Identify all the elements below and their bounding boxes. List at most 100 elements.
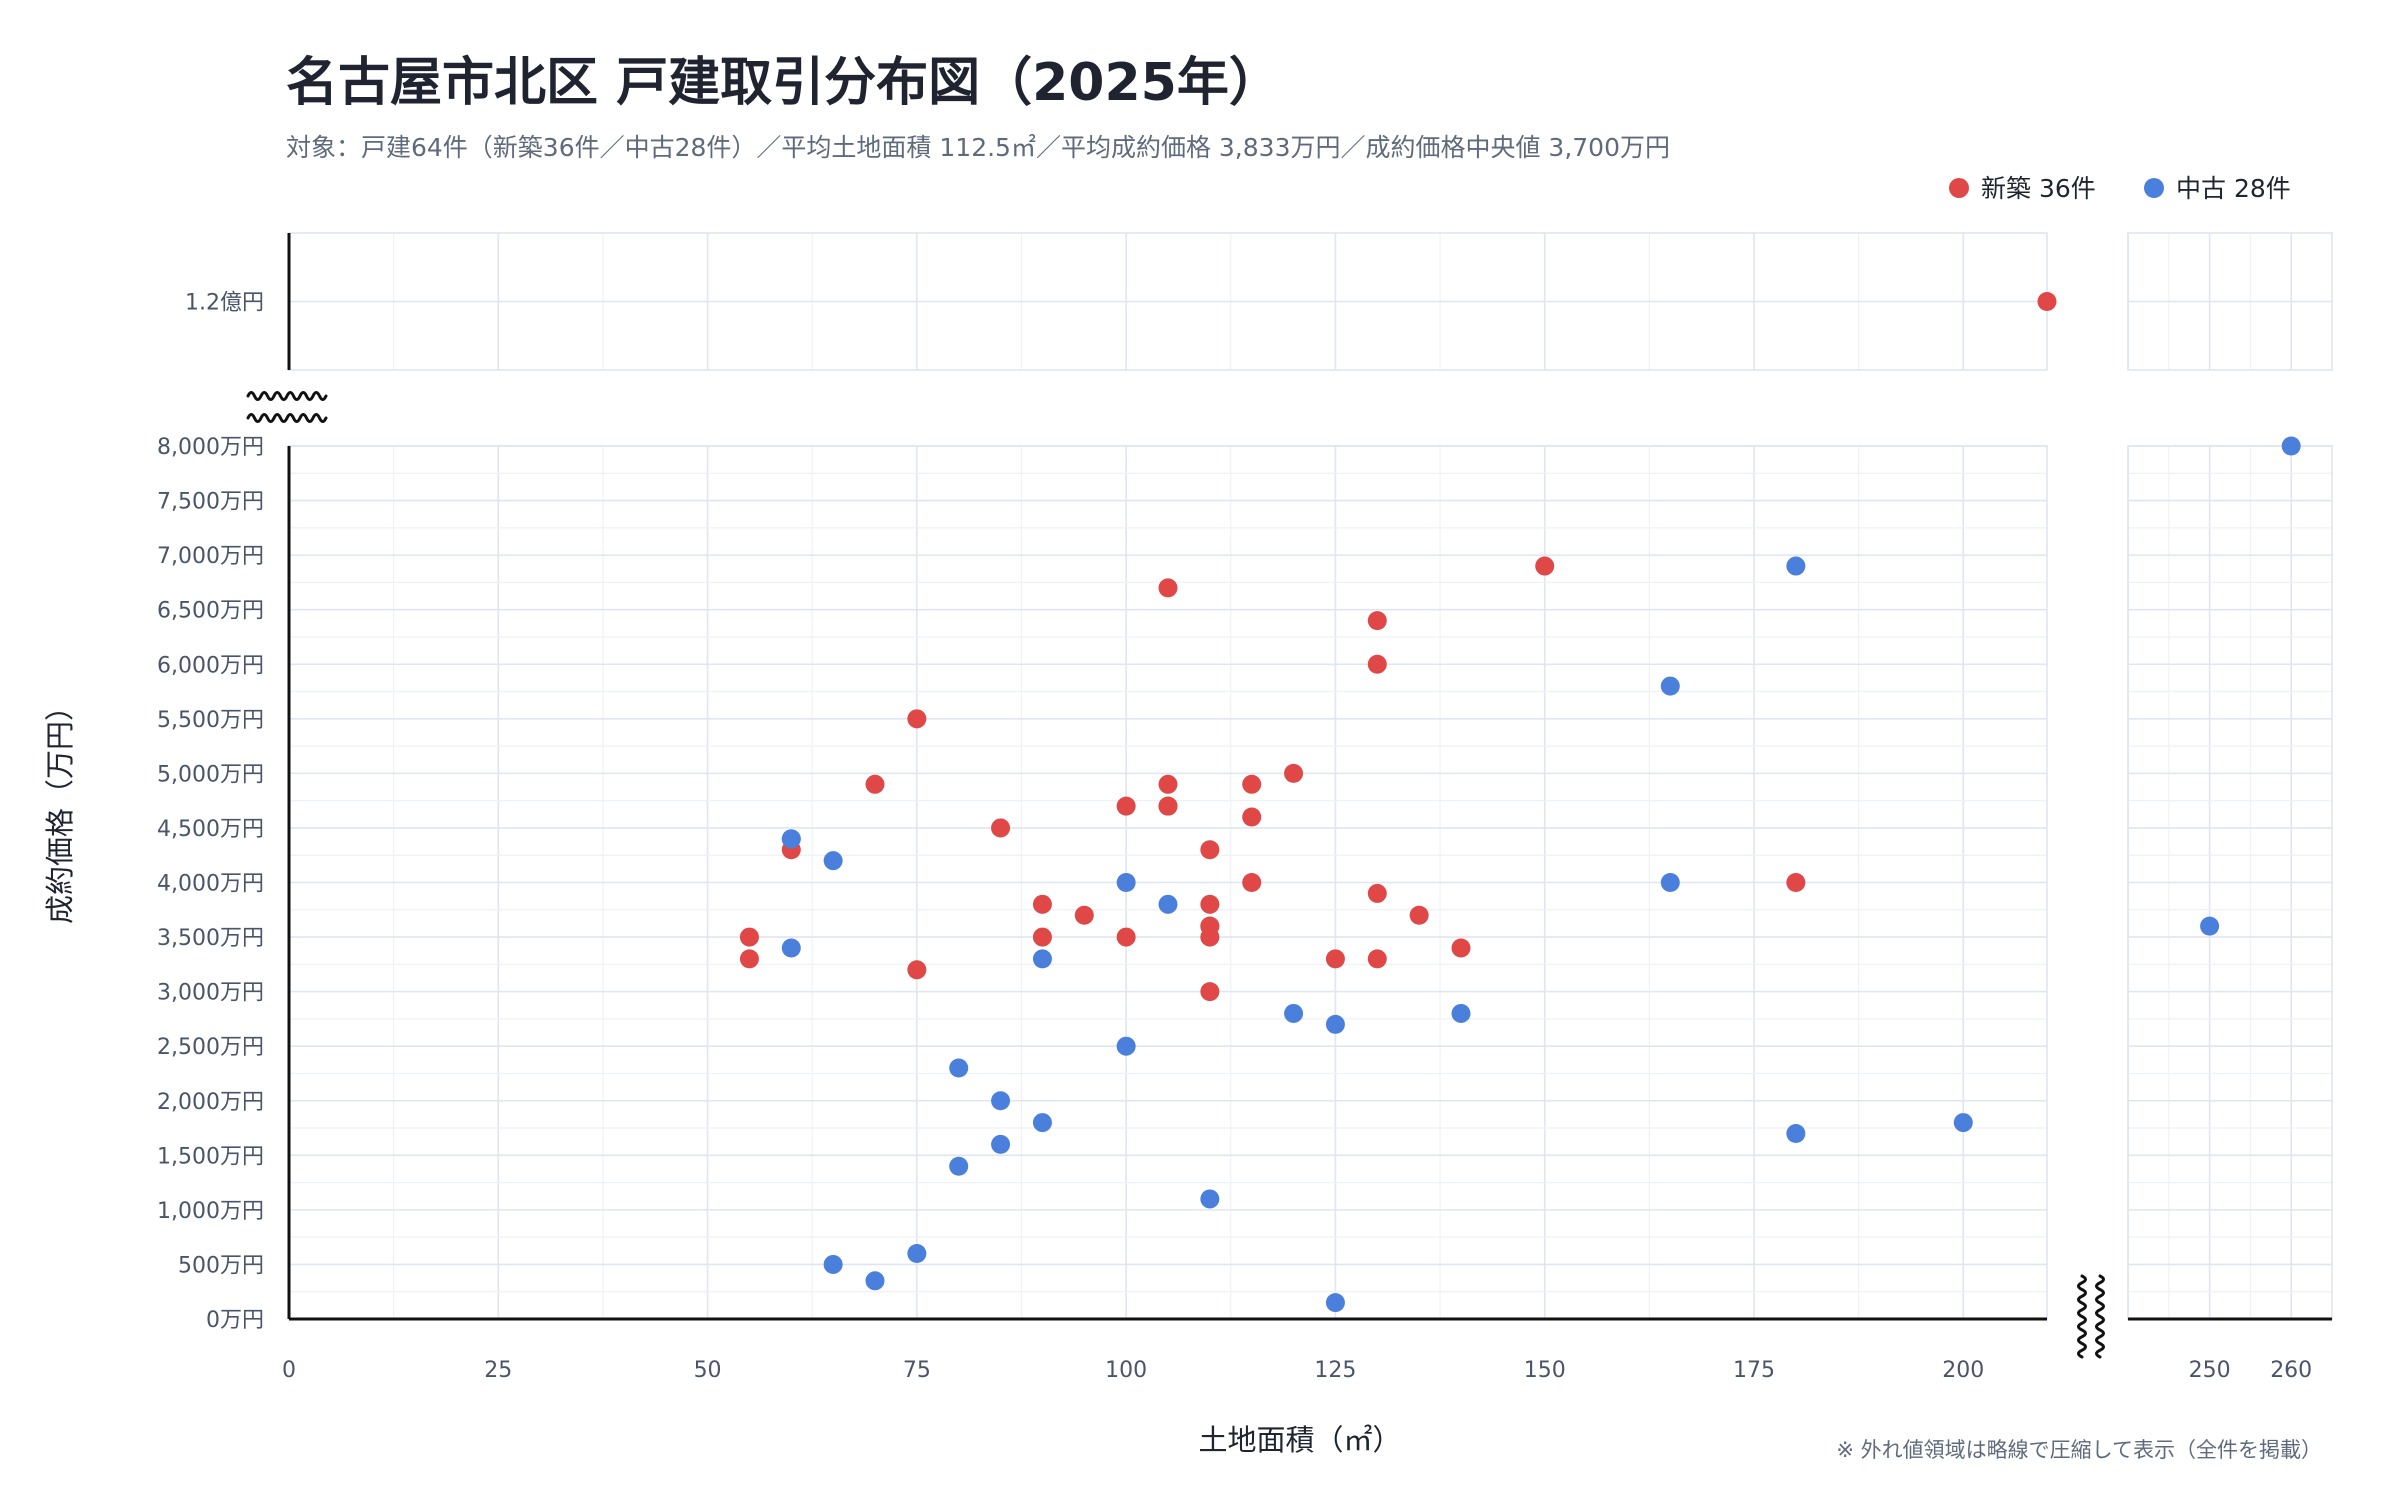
y-tick-label: 7,500万円 xyxy=(157,490,264,515)
x-tick-label: 200 xyxy=(1942,1358,1984,1383)
data-point-new xyxy=(1786,873,1806,892)
footnote: ※ 外れ値領域は略線で圧縮して表示（全件を掲載） xyxy=(1836,1438,2322,1462)
y-tick-label: 1.2億円 xyxy=(185,291,264,316)
data-point-new xyxy=(991,818,1011,838)
data-point-new xyxy=(1409,905,1429,925)
data-point-used xyxy=(949,1058,969,1078)
y-tick-label: 3,000万円 xyxy=(157,981,264,1006)
y-tick-label: 500万円 xyxy=(178,1253,264,1278)
data-point-used xyxy=(1200,1189,1220,1209)
y-tick-label: 2,500万円 xyxy=(157,1035,264,1060)
y-tick-label: 5,500万円 xyxy=(157,708,264,733)
x-axis-title: 土地面積（㎡） xyxy=(1198,1423,1401,1457)
data-point-new xyxy=(1325,949,1345,969)
y-tick-label: 4,500万円 xyxy=(157,817,264,842)
data-point-new xyxy=(1284,763,1304,783)
data-point-new xyxy=(739,927,759,947)
y-axis-break-mark xyxy=(246,391,328,401)
data-point-used xyxy=(781,938,801,958)
data-point-new xyxy=(1032,927,1052,947)
data-point-new xyxy=(2037,292,2057,311)
data-point-used xyxy=(949,1156,969,1176)
data-point-new xyxy=(1200,840,1220,860)
data-point-used xyxy=(1660,676,1680,696)
y-axis-title: 成約価格（万円） xyxy=(43,692,77,924)
y-tick-label: 5,000万円 xyxy=(157,762,264,787)
legend: 新築 36件 中古 28件 xyxy=(1949,174,2291,203)
data-point-new xyxy=(865,774,885,794)
data-point-new xyxy=(1200,916,1220,936)
data-point-used xyxy=(1032,1113,1052,1133)
x-tick-label: 100 xyxy=(1105,1358,1147,1383)
y-tick-label: 6,000万円 xyxy=(157,653,264,678)
data-point-new xyxy=(907,960,927,980)
x-tick-label: 50 xyxy=(694,1358,722,1383)
data-point-new xyxy=(1242,873,1262,892)
data-point-new xyxy=(1200,894,1220,914)
y-tick-label: 4,000万円 xyxy=(157,872,264,897)
x-axis-break-mark xyxy=(2077,1274,2087,1359)
data-point-new xyxy=(1158,578,1178,598)
data-point-new xyxy=(1116,927,1136,947)
data-point-new xyxy=(1451,938,1471,958)
data-point-used xyxy=(1451,1003,1471,1023)
grid xyxy=(288,232,2333,1320)
data-point-used xyxy=(1116,873,1136,892)
data-point-used xyxy=(2200,916,2220,936)
y-tick-label: 8,000万円 xyxy=(157,435,264,460)
data-point-new xyxy=(739,949,759,969)
data-point-new xyxy=(1242,774,1262,794)
data-point-used xyxy=(1786,1123,1806,1143)
x-tick-label: 0 xyxy=(282,1358,296,1383)
data-point-used xyxy=(823,851,843,871)
data-point-new xyxy=(1367,949,1387,969)
data-point-used xyxy=(1325,1014,1345,1034)
data-point-used xyxy=(823,1254,843,1274)
data-point-new xyxy=(1535,556,1555,576)
data-point-new xyxy=(1116,796,1136,816)
data-point-used xyxy=(991,1091,1011,1111)
data-point-used xyxy=(1158,894,1178,914)
y-axis-break-mark xyxy=(246,413,328,423)
data-point-new xyxy=(1200,982,1220,1002)
data-point-used xyxy=(1284,1003,1304,1023)
axes xyxy=(246,233,2332,1359)
data-point-used xyxy=(1660,873,1680,892)
chart-subtitle: 対象：戸建64件（新築36件／中古28件）／平均土地面積 112.5㎡／平均成約… xyxy=(286,133,1670,162)
data-point-new xyxy=(1032,894,1052,914)
y-tick-label: 2,000万円 xyxy=(157,1090,264,1115)
data-point-used xyxy=(865,1271,885,1291)
data-point-used xyxy=(1786,556,1806,576)
data-point-used xyxy=(1325,1293,1345,1313)
data-point-new xyxy=(1074,905,1094,925)
legend-label-used: 中古 28件 xyxy=(2176,174,2291,203)
legend-marker-used xyxy=(2144,178,2164,198)
x-axis-break-mark xyxy=(2095,1274,2105,1359)
y-tick-label: 0万円 xyxy=(206,1308,264,1333)
y-tick-label: 1,500万円 xyxy=(157,1144,264,1169)
x-tick-label: 75 xyxy=(903,1358,931,1383)
chart-title: 名古屋市北区 戸建取引分布図（2025年） xyxy=(286,53,1281,113)
data-point-new xyxy=(1367,883,1387,903)
legend-label-new: 新築 36件 xyxy=(1981,174,2096,203)
y-tick-label: 3,500万円 xyxy=(157,926,264,951)
legend-marker-new xyxy=(1949,178,1969,198)
data-point-new xyxy=(1158,796,1178,816)
data-point-new xyxy=(1242,807,1262,827)
x-tick-label: 175 xyxy=(1733,1358,1775,1383)
data-point-used xyxy=(781,829,801,849)
x-tick-label: 125 xyxy=(1314,1358,1356,1383)
x-tick-label: 260 xyxy=(2270,1358,2312,1383)
data-point-used xyxy=(1953,1113,1973,1133)
data-point-new xyxy=(1367,654,1387,674)
data-point-used xyxy=(1116,1036,1136,1056)
panel-frame xyxy=(2127,232,2333,371)
y-tick-label: 1,000万円 xyxy=(157,1199,264,1224)
x-tick-label: 150 xyxy=(1524,1358,1566,1383)
data-point-used xyxy=(1032,949,1052,969)
data-point-used xyxy=(991,1134,1011,1154)
y-tick-label: 7,000万円 xyxy=(157,544,264,569)
data-point-new xyxy=(907,709,927,729)
data-point-new xyxy=(1158,774,1178,794)
